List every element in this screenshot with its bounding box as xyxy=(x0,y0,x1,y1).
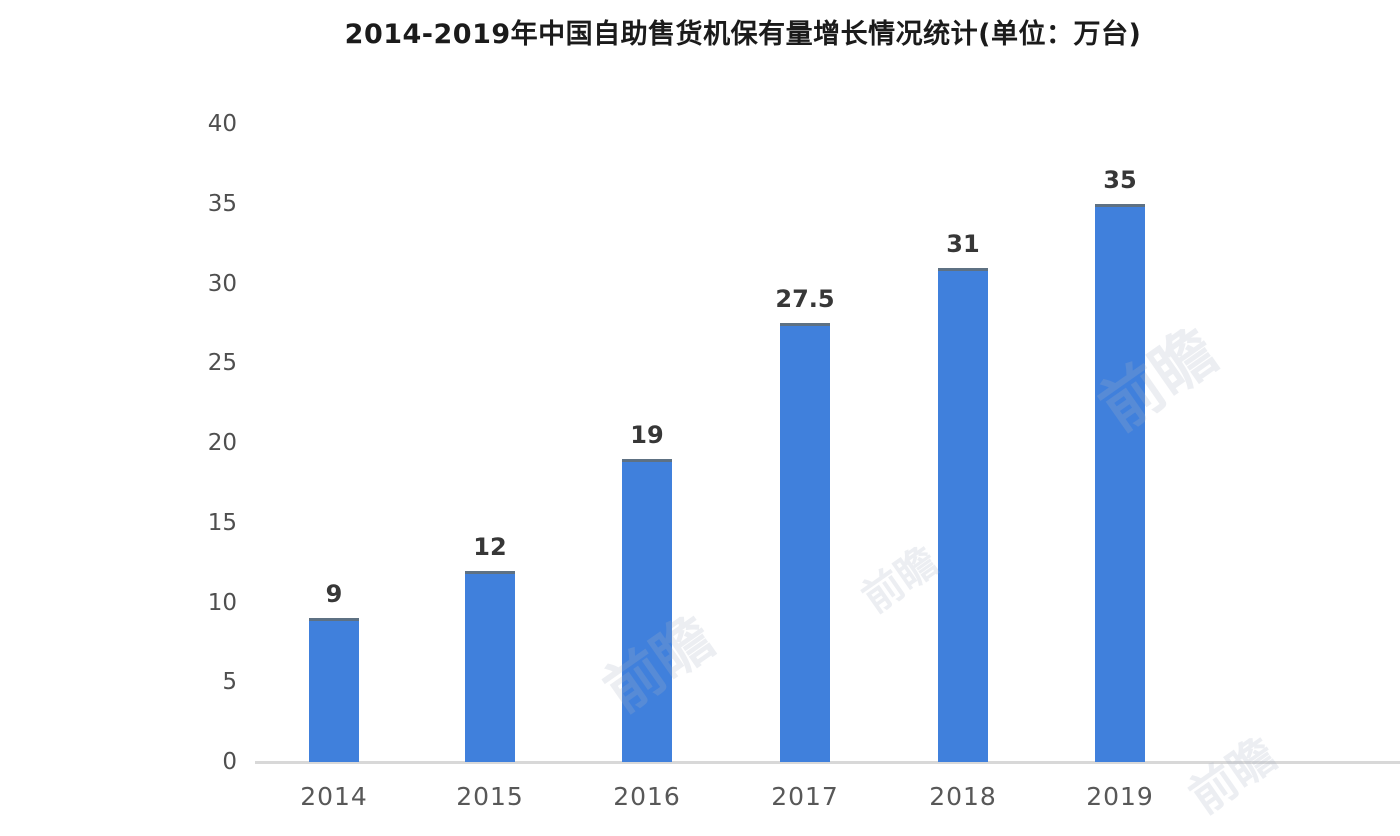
y-tick-label: 20 xyxy=(207,430,237,456)
bar-value-label: 31 xyxy=(946,229,980,258)
y-tick-label: 15 xyxy=(207,509,237,536)
bar-value-label: 9 xyxy=(325,580,343,609)
bar-2018 xyxy=(938,267,988,762)
x-axis-label-2016: 2016 xyxy=(613,782,681,811)
x-axis-label-2019: 2019 xyxy=(1086,782,1154,811)
watermark: 前瞻 xyxy=(854,538,947,623)
bar-2015 xyxy=(465,570,515,762)
x-axis-label-2015: 2015 xyxy=(456,782,524,811)
chart-title: 2014-2019年中国自助售货机保有量增长情况统计(单位：万台) xyxy=(344,19,1142,50)
bar-2014 xyxy=(309,618,359,762)
bar-2016 xyxy=(622,458,672,762)
x-axis-label-2018: 2018 xyxy=(929,782,997,811)
y-tick-label: 30 xyxy=(207,270,237,297)
y-tick-label: 0 xyxy=(222,749,237,775)
bar-2017 xyxy=(780,323,830,762)
x-axis-label-2014: 2014 xyxy=(300,782,368,811)
x-axis-line xyxy=(255,761,1400,764)
bar-value-label: 27.5 xyxy=(775,285,835,314)
bar-value-label: 12 xyxy=(473,532,507,561)
y-tick-label: 40 xyxy=(207,111,237,137)
watermark: 前瞻 xyxy=(1179,726,1286,824)
y-tick-label: 5 xyxy=(222,669,237,696)
y-tick-label: 35 xyxy=(207,190,237,217)
y-tick-label: 25 xyxy=(207,350,237,377)
bar-value-label: 19 xyxy=(630,420,664,449)
y-tick-label: 10 xyxy=(207,589,237,616)
x-axis-label-2017: 2017 xyxy=(771,782,839,811)
bar-2019 xyxy=(1095,203,1145,762)
bar-value-label: 35 xyxy=(1103,165,1137,194)
